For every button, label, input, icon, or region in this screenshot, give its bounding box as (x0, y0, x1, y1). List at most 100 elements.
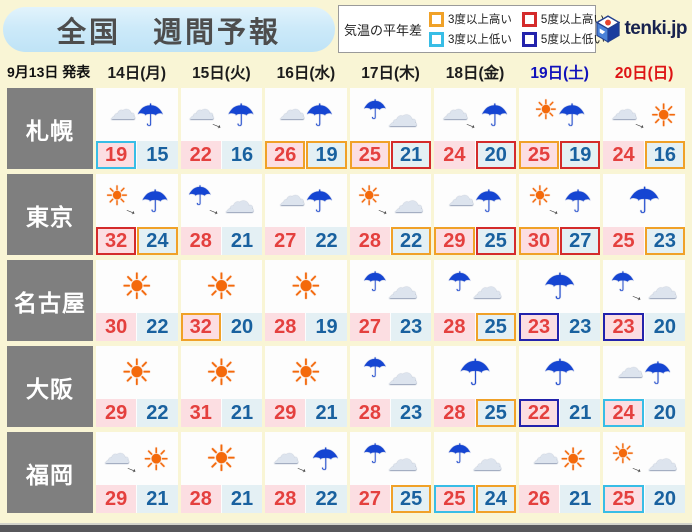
umbrella-icon: ☂ (480, 98, 509, 133)
temperature-row: 24 20 (603, 399, 685, 427)
sun-icon: ☀ (205, 265, 238, 307)
forecast-cell: ☂ → ☁ 23 20 (603, 260, 685, 341)
weather-icon: ☁ ☂ (265, 88, 347, 141)
weather-icon: ☂ → ☁ (603, 260, 685, 313)
high-temp: 27 (349, 313, 390, 341)
weather-icon: ☁ → ☂ (181, 88, 263, 141)
day-header-1: 14日(月) (107, 64, 167, 82)
high-temp: 25 (434, 485, 475, 513)
low-temp: 21 (560, 399, 601, 427)
forecast-cell: ☀ 29 22 (96, 346, 178, 427)
weather-icon: ☀ (96, 260, 178, 313)
low-temp: 20 (644, 313, 685, 341)
weather-icon: ☂ (519, 346, 601, 399)
temperature-row: 25 19 (518, 141, 601, 169)
low-temp: 20 (644, 399, 685, 427)
temperature-row: 28 21 (180, 485, 263, 513)
forecast-cell: ☂ 25 23 (603, 174, 685, 255)
day-header-4: 17日(木) (361, 64, 420, 82)
low-temp: 22 (137, 313, 178, 341)
high-temp: 28 (180, 227, 221, 255)
umbrella-icon: ☂ (474, 184, 503, 219)
high-temp: 25 (603, 227, 644, 255)
temperature-row: 27 23 (349, 313, 432, 341)
high-temp: 28 (349, 399, 390, 427)
weather-icon: ☁ ☂ (434, 174, 516, 227)
forecast-cell: ☁ ☂ 24 20 (603, 346, 685, 427)
forecast-cell: ☂ 23 23 (518, 260, 601, 341)
umbrella-icon: ☂ (136, 98, 165, 133)
cloud-icon: ☁ (646, 442, 678, 477)
cloud-icon: ☁ (278, 95, 306, 125)
cloud-icon: ☁ (441, 95, 469, 125)
temperature-row: 32 24 (96, 227, 178, 255)
legend-item-label: 5度以上高い (540, 14, 605, 26)
umbrella-icon: ☂ (226, 98, 255, 133)
weather-icon: ☂ (603, 174, 685, 227)
weather-icon: ☂ ☁ (350, 346, 432, 399)
bottom-bar (0, 523, 692, 532)
umbrella-icon: ☂ (362, 95, 388, 125)
low-temp: 25 (475, 313, 516, 341)
forecast-cell: ☁ → ☂ 24 20 (434, 88, 516, 169)
weather-icon: ☁ → ☀ (603, 88, 685, 141)
temperature-row: 30 27 (518, 227, 601, 255)
weather-icon: ☁ → ☀ (96, 432, 178, 485)
city-label-3: 名古屋 (7, 260, 93, 341)
forecast-cell: ☁ ☀ 26 21 (518, 432, 601, 513)
umbrella-icon: ☂ (447, 439, 472, 469)
cloud-icon: ☁ (393, 184, 425, 219)
umbrella-icon: ☂ (447, 267, 472, 297)
temperature-row: 25 24 (434, 485, 516, 513)
sun-icon: ☀ (356, 181, 382, 211)
high-temp: 22 (180, 141, 221, 169)
legend-item-warm5: 5度以上高い (521, 11, 605, 27)
temperature-row: 28 22 (349, 227, 432, 255)
weather-icon: ☂ ☁ (434, 432, 516, 485)
temperature-row: 29 21 (96, 485, 178, 513)
cloud-icon: ☁ (471, 442, 503, 477)
low-temp: 21 (221, 399, 263, 427)
low-temp: 20 (221, 313, 263, 341)
tenki-jp-logo[interactable]: tenki.jp (595, 15, 687, 43)
high-temp: 27 (265, 227, 306, 255)
temperature-row: 27 22 (265, 227, 347, 255)
sun-icon: ☀ (533, 95, 558, 125)
low-temp: 21 (391, 141, 432, 169)
high-temp: 23 (603, 313, 644, 341)
low-temp: 23 (391, 399, 432, 427)
weather-icon: ☁ ☂ (96, 88, 178, 141)
high-temp: 32 (96, 227, 137, 255)
forecast-cell: ☁ → ☂ 22 16 (180, 88, 263, 169)
arrow-icon: → (123, 456, 143, 477)
issued-date: 9月13日 発表 (7, 63, 91, 80)
low-temp: 19 (560, 141, 601, 169)
forecast-cell: ☂ ☁ 25 21 (349, 88, 432, 169)
weather-icon: ☁ ☀ (519, 432, 601, 485)
low-temp: 16 (221, 141, 263, 169)
day-header-7: 20日(日) (614, 64, 674, 82)
weather-icon: ☂ → ☁ (181, 174, 263, 227)
legend-item-cold3: 3度以上低い (429, 31, 512, 47)
day-header-5: 18日(金) (445, 64, 505, 82)
day-header-row: 9月13日 発表 14日(月) 15日(火) 16日(水) 17日(木) 18日(金) 1… (0, 57, 692, 86)
temperature-legend: 気温の平年差 3度以上高い 5度以上高い 3度以上低い 5度以上低い (338, 5, 605, 53)
forecast-cell: ☀ 30 22 (96, 260, 178, 341)
cloud-icon: ☁ (532, 439, 560, 469)
logo-text: tenki.jp (624, 18, 687, 39)
low-temp: 21 (560, 485, 601, 513)
low-temp: 27 (560, 227, 601, 255)
cloud-icon: ☁ (646, 270, 678, 305)
forecast-cell: ☁ → ☀ 24 16 (603, 88, 685, 169)
forecast-cell: ☁ ☂ 27 22 (265, 174, 347, 255)
sun-icon: ☀ (142, 442, 171, 477)
umbrella-icon: ☂ (543, 265, 576, 307)
weather-icon: ☀ ☂ (519, 88, 601, 141)
low-temp: 21 (221, 485, 263, 513)
forecast-cell: ☀ → ☁ 28 22 (349, 174, 432, 255)
temperature-row: 32 20 (180, 313, 263, 341)
cloud-icon: ☁ (187, 95, 215, 125)
forecast-cell: ☀ 28 19 (265, 260, 347, 341)
forecast-cell: ☀ ☂ 25 19 (518, 88, 601, 169)
forecast-cell: ☁ → ☀ 29 21 (96, 432, 178, 513)
